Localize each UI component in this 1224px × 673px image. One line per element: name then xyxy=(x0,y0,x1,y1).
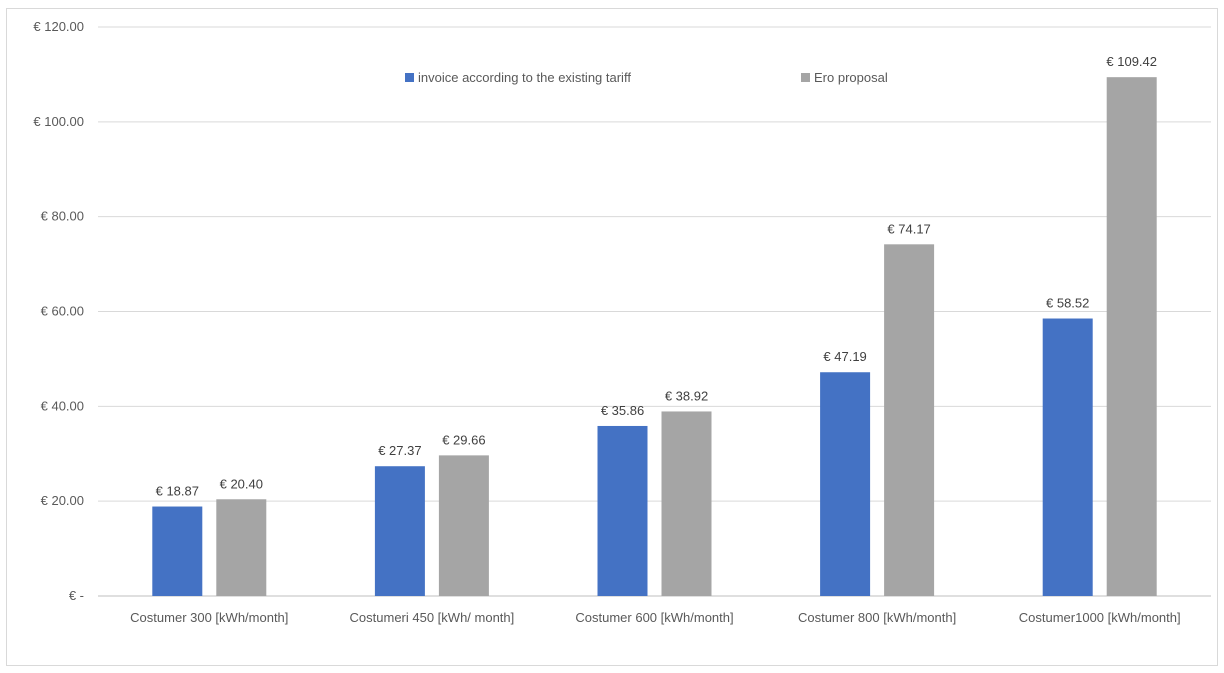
x-tick-label: Costumeri 450 [kWh/ month] xyxy=(350,610,515,625)
data-label: € 20.40 xyxy=(220,476,263,491)
bar-existing-tariff xyxy=(820,372,871,596)
bar-ero-proposal xyxy=(884,244,935,596)
y-tick-label: € - xyxy=(69,588,84,603)
bar-ero-proposal xyxy=(216,499,267,596)
data-label: € 35.86 xyxy=(601,403,644,418)
x-tick-label: Costumer 600 [kWh/month] xyxy=(575,610,733,625)
x-tick-label: Costumer 800 [kWh/month] xyxy=(798,610,956,625)
y-tick-label: € 40.00 xyxy=(41,398,84,413)
legend-label: invoice according to the existing tariff xyxy=(418,70,631,85)
y-tick-label: € 20.00 xyxy=(41,493,84,508)
y-tick-label: € 100.00 xyxy=(33,114,84,129)
y-tick-label: € 80.00 xyxy=(41,209,84,224)
bar-existing-tariff xyxy=(374,466,425,596)
data-label: € 47.19 xyxy=(823,349,866,364)
x-tick-label: Costumer1000 [kWh/month] xyxy=(1019,610,1181,625)
bar-existing-tariff xyxy=(1042,318,1093,596)
bar-ero-proposal xyxy=(1106,77,1157,597)
x-tick-label: Costumer 300 [kWh/month] xyxy=(130,610,288,625)
bar-ero-proposal xyxy=(438,455,489,596)
data-label: € 38.92 xyxy=(665,388,708,403)
data-label: € 58.52 xyxy=(1046,296,1089,311)
bar-existing-tariff xyxy=(152,506,203,596)
data-label: € 18.87 xyxy=(156,484,199,499)
legend-label: Ero proposal xyxy=(814,70,888,85)
legend-swatch xyxy=(405,73,414,82)
legend-swatch xyxy=(801,73,810,82)
data-label: € 29.66 xyxy=(442,432,485,447)
data-label: € 27.37 xyxy=(378,443,421,458)
data-label: € 109.42 xyxy=(1106,54,1157,69)
bar-ero-proposal xyxy=(661,411,712,596)
y-tick-label: € 120.00 xyxy=(33,19,84,34)
data-label: € 74.17 xyxy=(887,221,930,236)
bar-existing-tariff xyxy=(597,425,648,596)
y-tick-label: € 60.00 xyxy=(41,304,84,319)
